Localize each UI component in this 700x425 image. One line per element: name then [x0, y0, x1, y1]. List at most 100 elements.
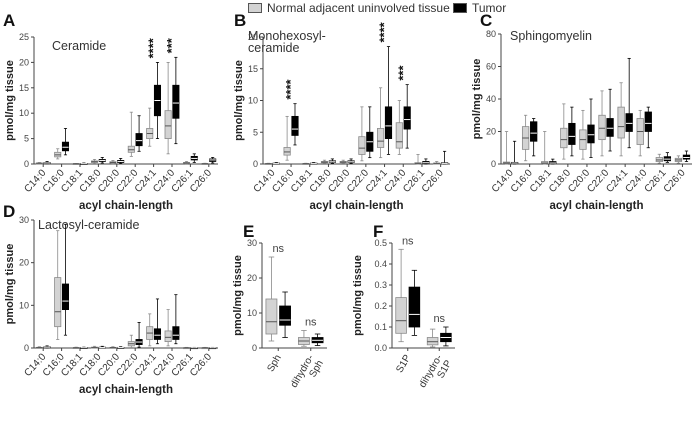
box-tumor: [272, 162, 280, 165]
y-tick-label: 20: [486, 127, 496, 137]
box-normal: [320, 159, 329, 164]
box-tumor: [422, 158, 430, 165]
box-normal: [90, 345, 99, 349]
x-tick-label: Sph: [265, 353, 283, 374]
x-tick-label: C26:0: [188, 351, 214, 379]
box-tumor: [587, 98, 595, 158]
box-iqr: [172, 326, 180, 340]
box-tumor: [43, 161, 51, 165]
box-normal: [302, 162, 310, 165]
box-iqr: [625, 113, 633, 132]
y-tick-label: 0: [24, 159, 29, 169]
box-iqr: [172, 84, 180, 119]
box-tumor: [61, 223, 70, 336]
box-normal: [395, 100, 403, 155]
box-normal: [502, 131, 511, 165]
box-iqr: [617, 106, 625, 139]
significance-label: ns: [272, 243, 284, 255]
y-tick-label: 20: [19, 57, 29, 67]
box-normal: [521, 114, 530, 162]
box-normal: [90, 159, 99, 164]
box-iqr: [395, 297, 407, 334]
box-tumor: [61, 128, 70, 156]
y-axis-label: pmol/mg tissue: [4, 60, 16, 141]
box-tumor: [408, 269, 421, 336]
y-axis-label: pmol/mg tissue: [471, 59, 483, 140]
box-normal: [146, 107, 154, 147]
y-tick-label: 40: [486, 94, 496, 104]
box-iqr: [426, 337, 439, 346]
box-tumor: [384, 46, 393, 155]
box-normal: [164, 62, 172, 155]
y-tick-label: 10: [247, 308, 257, 318]
box-normal: [358, 106, 366, 162]
box-normal: [655, 153, 663, 164]
box-tumor: [80, 162, 88, 165]
box-tumor: [568, 106, 576, 157]
x-tick-label: dihydro-Sph: [289, 353, 326, 395]
box-normal: [35, 346, 43, 349]
box-normal: [182, 161, 191, 165]
y-tick-label: 0.4: [374, 259, 387, 269]
panel-letter: D: [3, 202, 15, 221]
box-normal: [35, 162, 43, 165]
panel-f: F 0.0 0.1 0.2 0.3 0.4 0.5 pmol/mg tissue S1P dihy…: [352, 222, 455, 390]
box-iqr: [54, 277, 62, 328]
y-tick-label: 0: [491, 159, 496, 169]
box-tumor: [172, 294, 180, 345]
significance-label: ****: [377, 21, 392, 42]
panel-title: Ceramide: [52, 39, 106, 53]
box-tumor: [135, 115, 143, 152]
box-normal: [264, 162, 272, 165]
box-iqr: [568, 122, 576, 145]
box-tumor: [80, 346, 88, 349]
legend-label-normal: Normal adjacent uninvolved tissue: [267, 0, 450, 15]
box-iqr: [61, 141, 70, 152]
box-tumor: [98, 345, 106, 349]
box-tumor: [291, 103, 299, 146]
box-iqr: [644, 111, 652, 132]
box-normal: [395, 248, 407, 343]
box-iqr: [384, 106, 393, 139]
legend-swatch-tumor: [453, 2, 467, 13]
box-normal: [579, 109, 587, 160]
y-tick-label: 0.3: [374, 280, 387, 290]
significance-label: ***: [164, 37, 179, 53]
x-axis-label: acyl chain-length: [310, 200, 404, 212]
box-tumor: [440, 326, 452, 347]
box-iqr: [291, 115, 299, 136]
panel-letter: B: [234, 11, 246, 30]
x-axis-label: acyl chain-length: [550, 200, 644, 212]
y-tick-label: 10: [19, 300, 29, 310]
box-normal: [182, 346, 191, 350]
x-tick-label: S1P: [394, 353, 413, 375]
y-tick-label: 20: [248, 32, 258, 42]
box-iqr: [395, 122, 403, 149]
significance-label: ns: [433, 313, 445, 325]
box-normal: [674, 155, 683, 164]
box-normal: [109, 160, 117, 165]
box-normal: [127, 111, 135, 157]
box-iqr: [153, 328, 162, 340]
y-tick-label: 30: [19, 215, 29, 225]
y-axis-label: pmol/mg tissue: [4, 244, 16, 325]
y-tick-label: 80: [486, 29, 496, 39]
box-normal: [433, 161, 441, 165]
y-tick-label: 0.1: [374, 322, 387, 332]
panel-letter: F: [373, 222, 383, 241]
y-tick-label: 5: [24, 134, 29, 144]
y-tick-label: 0: [252, 343, 257, 353]
box-tumor: [682, 150, 691, 162]
box-tumor: [311, 333, 324, 346]
significance-label: ***: [395, 65, 410, 81]
box-tumor: [644, 106, 652, 149]
box-tumor: [190, 346, 198, 350]
y-tick-label: 10: [19, 108, 29, 118]
panel-title: Lactosyl-ceramide: [38, 218, 139, 232]
significance-label: ns: [305, 317, 317, 329]
box-normal: [72, 162, 80, 165]
box-tumor: [117, 158, 125, 164]
